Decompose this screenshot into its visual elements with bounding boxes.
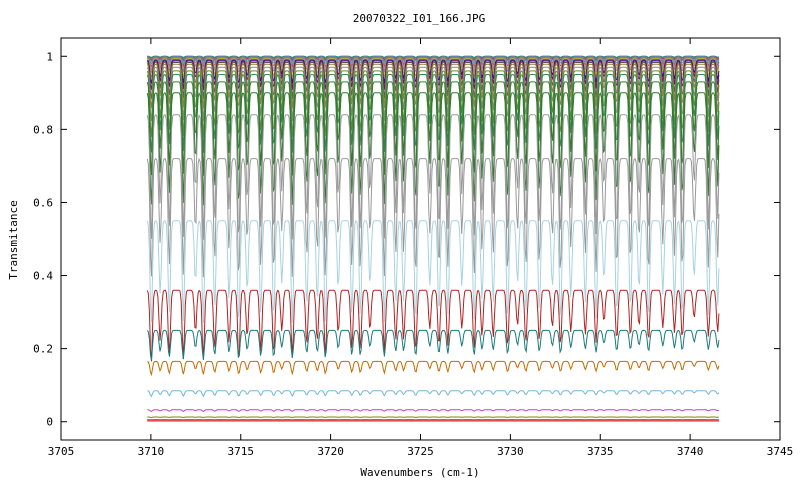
spectrum-series-line bbox=[147, 360, 720, 377]
x-tick-label: 3710 bbox=[138, 445, 165, 458]
x-tick-label: 3730 bbox=[497, 445, 524, 458]
y-axis-label: Transmitance bbox=[7, 200, 20, 279]
x-tick-label: 3725 bbox=[407, 445, 434, 458]
y-tick-label: 0.8 bbox=[33, 123, 53, 136]
y-tick-label: 0.2 bbox=[33, 343, 53, 356]
spectrum-series-line bbox=[146, 59, 720, 84]
y-tick-label: 0 bbox=[46, 416, 53, 429]
spectrum-series-line bbox=[146, 60, 720, 90]
spectrum-series-line bbox=[146, 329, 720, 361]
spectrum-series-line bbox=[147, 390, 720, 398]
y-tick-label: 1 bbox=[46, 50, 53, 63]
y-tick-label: 0.4 bbox=[33, 270, 53, 283]
x-axis-ticks: 3705 3710 3715 3720 3725 3730 3735 3740 3745 bbox=[48, 38, 794, 458]
series-layer bbox=[146, 55, 720, 422]
spectrum-series-line bbox=[146, 91, 720, 206]
spectrum-series-line bbox=[146, 157, 720, 278]
y-tick-label: 0.6 bbox=[33, 196, 53, 209]
spectrum-series-line bbox=[147, 57, 720, 75]
spectrum-series-line bbox=[146, 63, 720, 109]
y-axis-ticks: 0 0.2 0.4 0.6 0.8 1 bbox=[33, 50, 780, 429]
spectrum-series-line bbox=[146, 70, 720, 138]
x-tick-label: 3740 bbox=[677, 445, 704, 458]
spectrum-series-line bbox=[146, 81, 720, 176]
spectrum-series-line bbox=[146, 113, 720, 240]
spectrum-series-line bbox=[146, 289, 720, 362]
x-tick-label: 3715 bbox=[228, 445, 255, 458]
spectrum-series-line bbox=[147, 416, 719, 419]
x-axis-label: Wavenumbers (cm-1) bbox=[360, 466, 479, 479]
spectrum-series-line bbox=[147, 409, 720, 412]
spectrum-series-line bbox=[146, 58, 720, 78]
x-tick-label: 3720 bbox=[317, 445, 344, 458]
x-tick-label: 3735 bbox=[587, 445, 614, 458]
spectrum-series-line bbox=[146, 219, 720, 324]
spectrum-series-line bbox=[146, 73, 720, 153]
spectrum-series-line bbox=[146, 66, 720, 122]
spectrum-series-line bbox=[146, 61, 720, 100]
x-tick-label: 3705 bbox=[48, 445, 75, 458]
chart-title: 20070322_I01_166.JPG bbox=[353, 12, 485, 25]
x-tick-label: 3745 bbox=[767, 445, 794, 458]
